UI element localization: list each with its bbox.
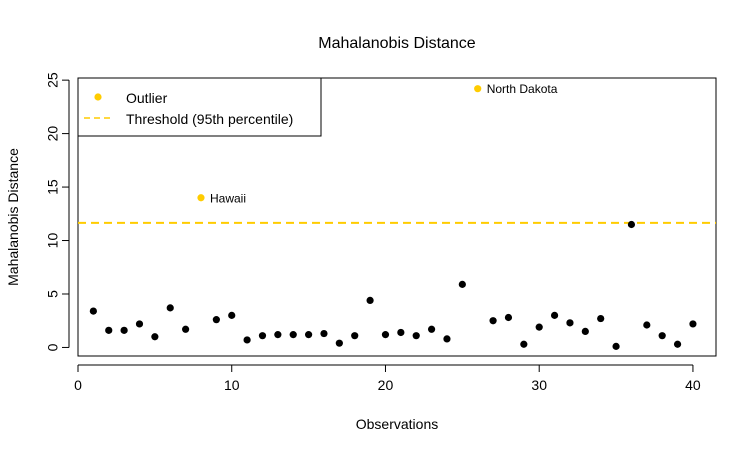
legend-outlier-label: Outlier xyxy=(126,90,168,106)
data-point xyxy=(612,342,620,350)
data-point xyxy=(673,340,682,348)
data-point xyxy=(504,313,513,322)
data-point xyxy=(151,333,159,341)
data-point xyxy=(535,323,543,331)
y-tick-label: 0 xyxy=(45,343,61,351)
y-axis-label: Mahalanobis Distance xyxy=(5,148,21,286)
data-point xyxy=(305,331,313,339)
data-point xyxy=(351,332,359,340)
data-point xyxy=(228,311,236,319)
data-point xyxy=(489,317,497,325)
outlier-label: Hawaii xyxy=(210,191,246,205)
data-point xyxy=(643,321,651,329)
y-tick-label: 25 xyxy=(45,72,61,88)
data-point xyxy=(397,328,405,337)
data-point xyxy=(335,339,343,347)
data-point xyxy=(120,326,128,334)
data-point xyxy=(520,340,528,348)
data-point xyxy=(597,314,605,323)
data-point xyxy=(658,332,666,340)
y-tick-label: 10 xyxy=(45,233,61,249)
chart-title: Mahalanobis Distance xyxy=(318,35,476,52)
data-point xyxy=(458,280,466,288)
data-point xyxy=(581,327,589,336)
data-point xyxy=(89,307,97,315)
data-point xyxy=(381,331,390,339)
data-point xyxy=(412,332,420,340)
legend-outlier-marker xyxy=(94,93,102,101)
x-tick-label: 0 xyxy=(74,377,82,393)
data-point xyxy=(689,320,697,328)
data-point xyxy=(566,319,574,327)
legend-threshold-label: Threshold (95th percentile) xyxy=(126,111,293,127)
data-point xyxy=(182,325,190,333)
data-point xyxy=(258,332,267,340)
outlier-point xyxy=(474,85,482,93)
data-point xyxy=(427,325,436,333)
x-tick-label: 20 xyxy=(378,377,394,393)
data-point xyxy=(627,220,636,229)
data-point xyxy=(212,316,220,324)
data-point xyxy=(105,326,113,334)
legend: Outlier Threshold (95th percentile) xyxy=(77,77,322,137)
x-tick-label: 40 xyxy=(685,377,701,393)
y-tick-label: 20 xyxy=(45,126,61,142)
data-point xyxy=(274,331,282,339)
plot-area xyxy=(77,77,717,357)
outlier-point xyxy=(197,194,205,202)
data-point xyxy=(243,336,251,344)
data-point xyxy=(366,296,374,304)
data-point xyxy=(320,329,328,338)
x-tick-label: 30 xyxy=(531,377,547,393)
legend-box xyxy=(77,77,322,137)
data-point xyxy=(443,335,451,343)
y-tick-label: 15 xyxy=(45,179,61,195)
outlier-label: North Dakota xyxy=(487,82,558,96)
data-point xyxy=(135,320,144,328)
x-axis: 0 10 20 30 40 xyxy=(74,364,701,393)
data-point xyxy=(550,311,559,319)
data-point xyxy=(289,331,297,339)
x-axis-label: Observations xyxy=(356,416,438,432)
y-axis: 0 5 10 15 20 25 xyxy=(45,72,70,351)
data-point xyxy=(166,304,174,312)
point-labels: Hawaii North Dakota xyxy=(210,82,558,205)
y-tick-label: 5 xyxy=(45,290,61,298)
data-points xyxy=(89,85,697,350)
x-tick-label: 10 xyxy=(224,377,240,393)
